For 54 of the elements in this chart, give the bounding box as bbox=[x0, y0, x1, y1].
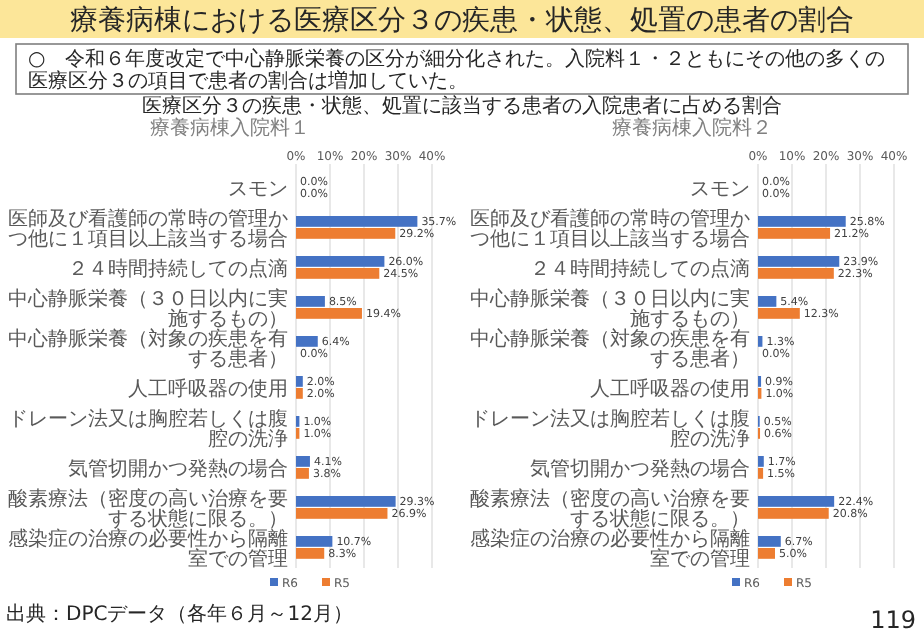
y-tick-label: ドレーン法又は胸腔若しくは腹腔の洗浄 bbox=[8, 407, 288, 451]
bar bbox=[296, 456, 310, 467]
y-tick-label: 中心静脈栄養（対象の疾患を有する患者） bbox=[470, 327, 750, 371]
y-tick-label: 気管切開かつ発熱の場合 bbox=[530, 457, 750, 481]
bar bbox=[296, 508, 388, 519]
bar bbox=[296, 216, 418, 227]
y-tick-label: 酸素療法（密度の高い治療を要する状態に限る。） bbox=[8, 487, 288, 531]
bar bbox=[296, 336, 318, 347]
chart-title: 療養病棟入院料１ bbox=[150, 116, 310, 140]
y-tick-label: 医師及び看護師の常時の管理かつ他に１項目以上該当する場合 bbox=[8, 207, 288, 251]
bar bbox=[296, 256, 385, 267]
bar bbox=[296, 468, 309, 479]
bar bbox=[296, 536, 333, 547]
bar bbox=[758, 508, 829, 519]
y-tick-label: 医師及び看護師の常時の管理かつ他に１項目以上該当する場合 bbox=[470, 207, 750, 251]
y-tick-label: 人工呼吸器の使用 bbox=[128, 377, 288, 401]
text: 119 bbox=[870, 606, 916, 634]
bar bbox=[758, 296, 777, 307]
bar bbox=[758, 228, 831, 239]
chart-title: 療養病棟入院料２ bbox=[612, 116, 772, 140]
source-note: 出典：DPCデータ（各年６月～12月） bbox=[6, 602, 353, 626]
text: 医療区分３の疾患・状態、処置に該当する患者の入院患者に占める割合 bbox=[142, 94, 782, 118]
bar bbox=[758, 456, 764, 467]
text: ○ 令和６年度改定で中心静脈栄養の区分が細分化された。入院料１・２ともにその他の多くの医療区分３の項目で患者の割合は増加していた。 bbox=[28, 47, 886, 93]
y-tick-label: ドレーン法又は胸腔若しくは腹腔の洗浄 bbox=[470, 407, 750, 451]
bar bbox=[296, 388, 303, 399]
y-tick-label: ２４時間持続しての点滴 bbox=[530, 257, 750, 281]
bar bbox=[296, 376, 303, 387]
y-tick-label: スモン bbox=[228, 179, 288, 201]
y-tick-label: 中心静脈栄養（３０日以内に実施するもの） bbox=[8, 287, 288, 331]
y-tick-label: 感染症の治療の必要性から隔離室での管理 bbox=[470, 527, 750, 571]
y-tick-label: スモン bbox=[690, 179, 750, 201]
bar bbox=[296, 496, 396, 507]
bar bbox=[758, 468, 764, 479]
bar bbox=[296, 548, 325, 559]
bar bbox=[296, 268, 380, 279]
bar bbox=[296, 296, 325, 307]
bar bbox=[758, 256, 840, 267]
bar bbox=[758, 548, 775, 559]
y-tick-label: 気管切開かつ発熱の場合 bbox=[68, 457, 288, 481]
bar bbox=[296, 228, 396, 239]
bar bbox=[758, 216, 846, 227]
bar bbox=[758, 308, 800, 319]
text: 療養病棟における医療区分３の疾患・状態、処置の患者の割合 bbox=[70, 5, 854, 37]
y-tick-label: 人工呼吸器の使用 bbox=[590, 377, 750, 401]
bar bbox=[296, 308, 362, 319]
y-tick-label: 中心静脈栄養（３０日以内に実施するもの） bbox=[470, 287, 750, 331]
bar bbox=[758, 496, 835, 507]
y-tick-label: 中心静脈栄養（対象の疾患を有する患者） bbox=[8, 327, 288, 371]
y-tick-label: 感染症の治療の必要性から隔離室での管理 bbox=[8, 527, 288, 571]
y-tick-label: 酸素療法（密度の高い治療を要する状態に限る。） bbox=[470, 487, 750, 531]
bar bbox=[758, 268, 834, 279]
y-tick-label: ２４時間持続しての点滴 bbox=[68, 257, 288, 281]
bar bbox=[758, 536, 781, 547]
